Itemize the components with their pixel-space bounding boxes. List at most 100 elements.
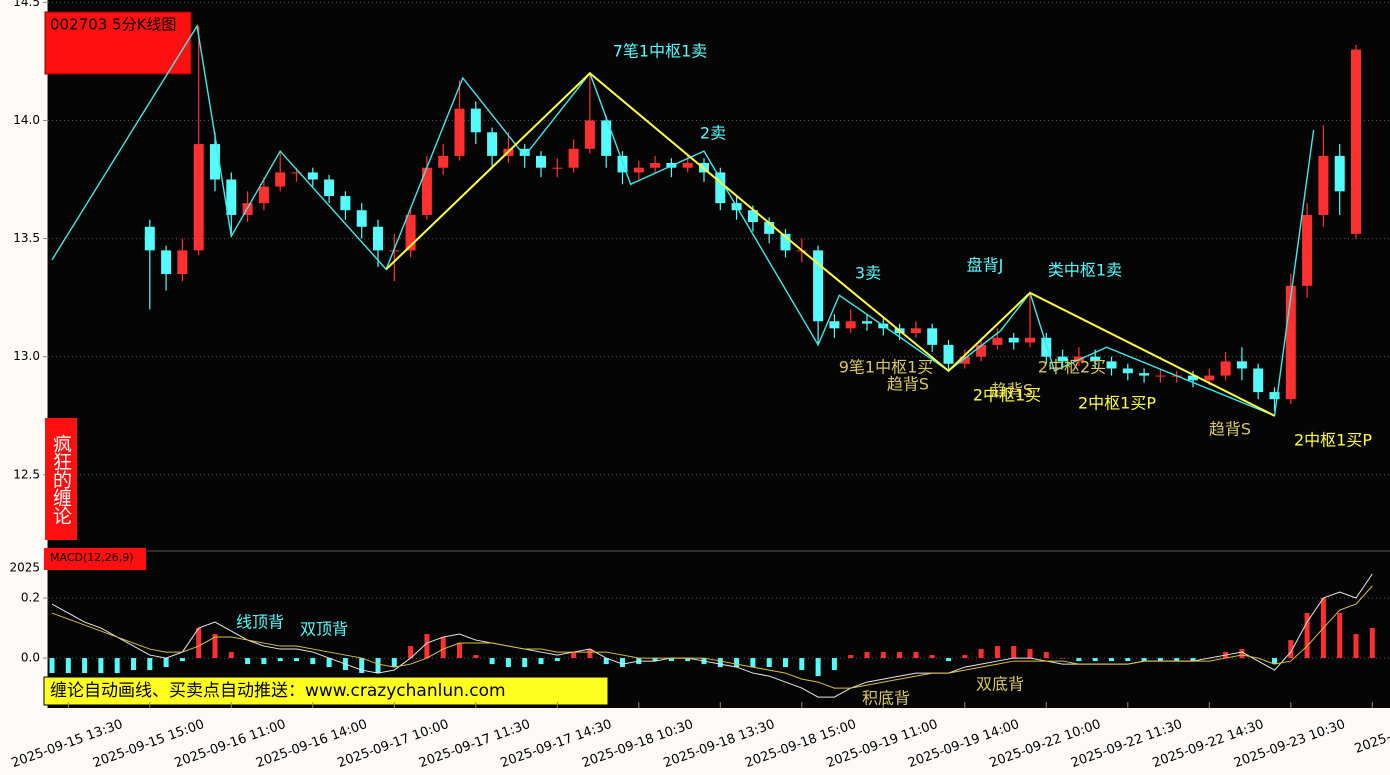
annotation: 双底背 (976, 675, 1024, 694)
candle-body (910, 328, 921, 334)
macd-bar (1369, 628, 1375, 659)
macd-bar (457, 643, 462, 659)
macd-bar (587, 649, 593, 659)
candle-body (405, 214, 416, 251)
macd-bar (571, 652, 577, 659)
macd-bar (1174, 658, 1180, 662)
candle-body (1318, 155, 1329, 215)
macd-bar (668, 658, 674, 662)
macd-bar (831, 658, 837, 671)
candle-body (324, 179, 335, 197)
macd-bar (163, 658, 169, 668)
candle-body (1269, 392, 1280, 400)
macd-bar (946, 658, 951, 662)
macd-bar (261, 658, 267, 665)
x-tick-label: 2025-09-23 (1353, 717, 1390, 757)
macd-label-box (44, 548, 146, 570)
candle-body (552, 167, 563, 169)
candle-body (519, 148, 530, 156)
y-tick-label: 13.0 (13, 349, 40, 363)
macd-bar (1157, 658, 1163, 662)
candle-body (682, 162, 693, 168)
candle-body (813, 250, 824, 322)
candle-body (1253, 368, 1264, 393)
macd-bar (880, 652, 886, 659)
annotation: 2中枢2买 (1038, 358, 1106, 377)
candle-body (1106, 361, 1117, 369)
macd-bar (505, 658, 511, 668)
annotation: 盘背J (967, 256, 1004, 275)
candle-body (1351, 49, 1361, 234)
macd-bar (1304, 613, 1310, 659)
macd-bar (962, 655, 968, 659)
macd-bar (734, 658, 740, 668)
macd-bar (1239, 649, 1245, 659)
candle-body (1236, 361, 1247, 369)
macd-bar (49, 658, 55, 674)
candle-body (258, 186, 269, 204)
candle-body (829, 321, 840, 329)
macd-bar (848, 655, 854, 659)
annotation: 类中枢1卖 (1048, 261, 1122, 280)
macd-bar (1141, 658, 1147, 662)
candle-body (992, 337, 1003, 345)
macd-bar (1190, 658, 1196, 662)
macd-bar (131, 658, 136, 671)
candle-body (764, 222, 775, 234)
candle-body (1041, 337, 1052, 357)
candle-body (943, 344, 954, 364)
candle-body (1090, 356, 1101, 362)
annotation: 9笔1中枢1买 (839, 358, 934, 377)
annotation: 趋背S (887, 375, 929, 394)
macd-bar (228, 652, 234, 659)
candle-body (601, 120, 612, 156)
candle-body (976, 344, 987, 357)
macd-bar (424, 634, 430, 659)
candle-body (1008, 337, 1019, 343)
y-tick-label: 0.2 (21, 591, 40, 605)
macd-label: MACD(12,26,9) (50, 551, 134, 564)
candle-body (584, 120, 595, 149)
candle-body (373, 226, 383, 251)
annotation: 线顶背 (236, 613, 284, 632)
macd-bar (212, 634, 218, 659)
macd-bar (1288, 640, 1294, 659)
candle-body (193, 144, 204, 251)
chart-background (0, 0, 1390, 708)
candle-body (633, 167, 644, 173)
candle-body (1155, 375, 1166, 377)
macd-bar (603, 658, 609, 665)
macd-bar (897, 652, 903, 659)
macd-bar (408, 646, 414, 659)
candle-body (1220, 361, 1231, 376)
macd-bar (359, 658, 365, 674)
macd-bar (522, 658, 528, 668)
candle-body (291, 172, 302, 174)
annotation: 积底背 (862, 689, 910, 708)
macd-bar (147, 658, 153, 671)
macd-bar (82, 658, 88, 674)
macd-bar (277, 658, 283, 662)
candle-body (470, 108, 481, 133)
macd-bar (310, 658, 316, 665)
annotation: 7笔1中枢1卖 (613, 42, 708, 61)
annotation: 2中枢1买 (973, 386, 1041, 405)
candle-body (275, 172, 286, 187)
side-label: 疯狂的缠论 (45, 418, 77, 540)
candle-body (1122, 368, 1133, 374)
macd-bar (1011, 646, 1017, 659)
macd-bar (1043, 652, 1049, 659)
candle-body (356, 210, 367, 227)
macd-bar (1337, 613, 1343, 659)
y-tick-label: 12.5 (13, 467, 40, 481)
candle-body (715, 172, 726, 204)
macd-bar (717, 658, 723, 668)
macd-bar (65, 658, 71, 674)
annotation: 2卖 (700, 124, 726, 143)
macd-bar (554, 658, 560, 662)
macd-bar (766, 658, 772, 668)
candle-body (177, 250, 188, 274)
macd-bar (1076, 658, 1082, 662)
macd-bar (326, 658, 332, 668)
